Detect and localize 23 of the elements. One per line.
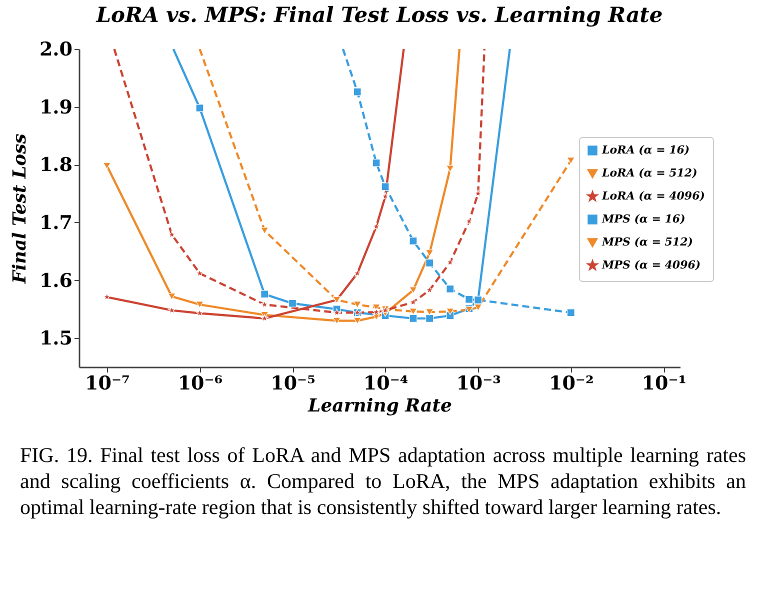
y-tick-label: 1.9 — [39, 96, 72, 118]
y-tick-label: 1.7 — [39, 212, 72, 234]
chart-title: LoRA vs. MPS: Final Test Loss vs. Learning Rate — [95, 2, 663, 27]
x-tick-label: 10⁻³ — [456, 372, 501, 394]
y-tick-label: 2.0 — [39, 38, 72, 60]
x-tick-label: 10⁻⁷ — [85, 372, 130, 394]
x-tick-label: 10⁻¹ — [642, 372, 687, 394]
legend-label: MPS (α = 4096) — [601, 258, 701, 272]
legend-label: MPS (α = 16) — [601, 212, 686, 226]
y-tick-label: 1.6 — [39, 270, 72, 292]
x-tick-label: 10⁻⁶ — [178, 372, 223, 394]
x-tick-label: 10⁻² — [548, 372, 594, 394]
legend-label: LoRA (α = 4096) — [601, 190, 705, 202]
legend-label: LoRA (α = 16) — [601, 144, 690, 156]
x-tick-label: 10⁻⁴ — [363, 372, 408, 394]
y-tick-label: 1.5 — [39, 328, 72, 350]
y-tick-label: 1.8 — [39, 154, 72, 176]
x-tick-label: 10⁻⁵ — [270, 372, 316, 394]
x-axis-title: Learning Rate — [307, 396, 452, 416]
legend-label: LoRA (α = 512) — [601, 166, 698, 180]
caption: FIG. 19. Final test loss of LoRA and MPS adaptation across multiple learning rates and scaling coefficients α. Compared to LoRA, the MPS adaptation exhibits an optimal learning-rate region that is consistently shifted toward larger learning rates. — [20, 442, 746, 520]
y-axis-title: Final Test Loss — [9, 134, 30, 284]
legend-label: MPS (α = 512) — [601, 236, 693, 248]
